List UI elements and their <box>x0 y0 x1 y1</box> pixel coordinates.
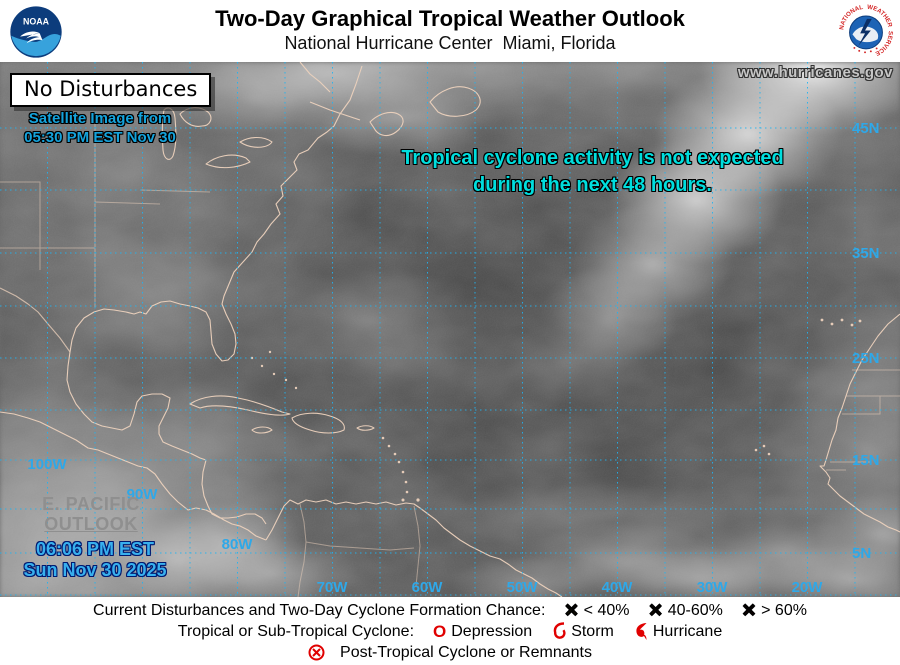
latlon-grid <box>0 62 900 597</box>
formation-chance-label: Current Disturbances and Two-Day Cyclone… <box>93 601 546 619</box>
issue-time: 06:06 PM EST Sun Nov 30 2025 <box>16 539 174 581</box>
lon-label-100w: 100W <box>27 456 67 473</box>
status-box: No Disturbances <box>10 73 212 107</box>
chance-medium-label: 40-60% <box>667 601 723 619</box>
post-tropical-icon <box>308 644 325 661</box>
legend-row-cyclone-types: Tropical or Sub-Tropical Cyclone: O Depr… <box>178 621 722 642</box>
depression-icon: O <box>433 622 447 641</box>
x-mark-high-icon: ✕ <box>741 601 757 620</box>
satellite-timestamp: Satellite Image from 05:30 PM EST Nov 30 <box>12 109 188 147</box>
coastlines <box>0 62 900 597</box>
noaa-logo-icon: NOAA <box>8 4 64 60</box>
noaa-logo-text: NOAA <box>23 17 50 27</box>
epacific-outlook-line2[interactable]: OUTLOOK <box>44 514 138 534</box>
lon-label-30w: 30W <box>696 579 728 596</box>
epacific-outlook-line1[interactable]: E. PACIFIC <box>42 494 140 514</box>
chance-high-item: ✕ > 60% <box>741 601 807 620</box>
lon-label-90w: 90W <box>126 486 158 503</box>
post-tropical-label: Post-Tropical Cyclone or Remnants <box>340 643 592 661</box>
lon-label-50w: 50W <box>506 579 538 596</box>
chance-low-label: < 40% <box>583 601 630 619</box>
page-title: Two-Day Graphical Tropical Weather Outlo… <box>215 6 685 31</box>
outlook-message-line2: during the next 48 hours. <box>473 174 712 196</box>
x-mark-low-icon: ✕ <box>564 601 579 620</box>
grain-texture <box>0 62 900 597</box>
lon-label-40w: 40W <box>601 579 633 596</box>
outlook-message: Tropical cyclone activity is not expecte… <box>340 145 845 199</box>
hurricane-label: Hurricane <box>652 622 723 640</box>
satellite-timestamp-line1: Satellite Image from <box>28 110 172 127</box>
hurricane-icon <box>636 623 647 640</box>
chance-high-label: > 60% <box>761 601 807 619</box>
epacific-outlook-link[interactable]: E. PACIFIC OUTLOOK <box>36 494 146 534</box>
cyclone-types-label: Tropical or Sub-Tropical Cyclone: <box>177 622 415 640</box>
satellite-timestamp-line2: 05:30 PM EST Nov 30 <box>24 129 176 146</box>
lon-label-80w: 80W <box>221 536 253 553</box>
legend-row-formation-chance: Current Disturbances and Two-Day Cyclone… <box>93 600 807 621</box>
lat-label-45n: 45N <box>852 120 880 137</box>
page-subtitle: National Hurricane Center Miami, Florida <box>284 33 616 53</box>
website-url: www.hurricanes.gov <box>737 64 893 81</box>
depression-label: Depression <box>451 622 533 640</box>
lon-label-20w: 20W <box>791 579 823 596</box>
hurricane-item: Hurricane <box>633 622 722 641</box>
depression-item: O Depression <box>433 623 532 641</box>
lat-label-5n: 5N <box>852 545 872 562</box>
satellite-map: 45N 35N 25N 15N 5N 100W 90W 80W 70W 60W … <box>0 62 900 597</box>
chance-low-item: ✕ < 40% <box>564 601 630 620</box>
issue-time-line1: 06:06 PM EST <box>35 539 155 559</box>
legend-row-post-tropical: Post-Tropical Cyclone or Remnants <box>308 642 592 663</box>
lat-label-35n: 35N <box>852 245 880 262</box>
chance-medium-item: ✕ 40-60% <box>648 601 723 620</box>
tropical-storm-icon <box>553 622 566 639</box>
lat-label-25n: 25N <box>852 350 880 367</box>
outlook-message-line1: Tropical cyclone activity is not expecte… <box>401 147 784 169</box>
legend: Current Disturbances and Two-Day Cyclone… <box>0 597 900 665</box>
lat-label-15n: 15N <box>852 452 880 469</box>
lon-label-70w: 70W <box>316 579 348 596</box>
x-mark-medium-icon: ✕ <box>648 601 663 620</box>
issue-time-line2: Sun Nov 30 2025 <box>23 560 167 580</box>
storm-label: Storm <box>571 622 614 640</box>
header: NOAA Two-Day Graphical Tropical Weather … <box>0 0 900 62</box>
lon-label-60w: 60W <box>411 579 443 596</box>
storm-item: Storm <box>551 622 614 641</box>
nws-logo-icon: NATIONAL WEATHER SERVICE <box>837 3 895 60</box>
